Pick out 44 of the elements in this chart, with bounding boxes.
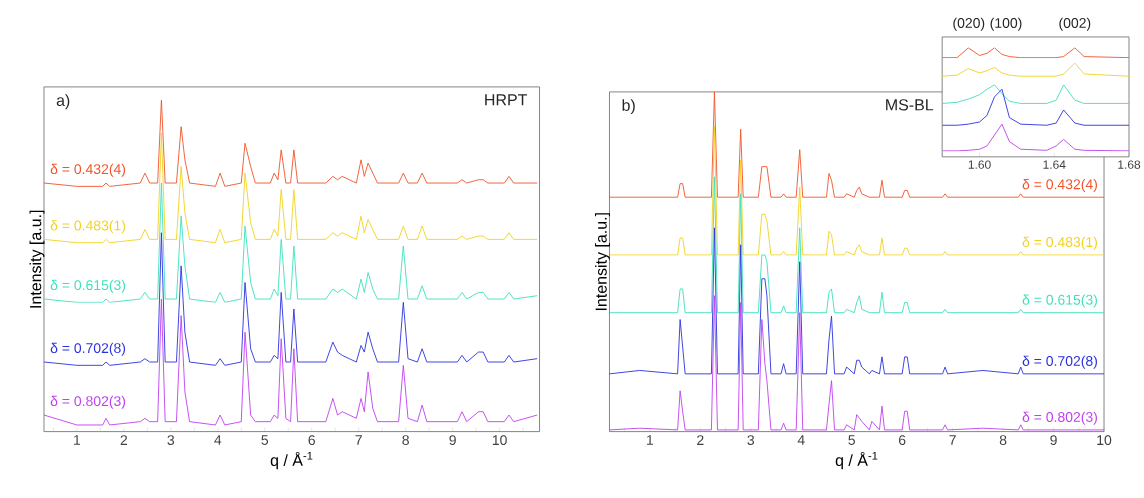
series-label: δ = 0.432(4) <box>50 164 126 178</box>
x-tick-label: 10 <box>492 435 507 446</box>
series-label: δ = 0.702(8) <box>1022 355 1097 369</box>
series-label: δ = 0.615(3) <box>50 280 126 294</box>
y-axis-title: Intensity [a.u.] <box>29 210 45 308</box>
x-tick-label: 1 <box>74 435 81 445</box>
x-tick-label: 4 <box>214 435 222 445</box>
x-axis-title: q / Å$^{-1}$ <box>270 452 313 470</box>
x-tick-label: 7 <box>355 435 362 445</box>
x-tick-label: 1 <box>647 435 654 445</box>
x-tick-label: 7 <box>949 435 956 445</box>
series-label: δ = 0.802(3) <box>50 396 126 410</box>
x-tick-label: 1.60 <box>968 160 991 170</box>
annotation: (002) <box>1059 17 1091 31</box>
x-tick-label: 6 <box>898 435 906 446</box>
x-tick-label: 6 <box>308 435 315 446</box>
x-tick-label: 1.64 <box>1043 160 1066 170</box>
x-tick-label: 5 <box>261 435 269 446</box>
y-axis-title: Intensity [a.u.] <box>595 213 610 311</box>
x-tick-label: 4 <box>797 435 805 445</box>
series-label: δ = 0.615(3) <box>1022 294 1097 308</box>
series-label: δ = 0.483(1) <box>1022 236 1097 250</box>
annotation: HRPT <box>485 94 528 106</box>
series-label: δ = 0.483(1) <box>50 220 126 234</box>
x-tick-label: 2 <box>697 435 704 446</box>
x-tick-label: 5 <box>848 435 855 446</box>
x-tick-label: 10 <box>1097 435 1112 446</box>
series-label: δ = 0.432(4) <box>1022 179 1097 193</box>
x-tick-label: 1.68 <box>1118 160 1141 170</box>
x-tick-label: 9 <box>449 435 456 446</box>
annotation: b) <box>622 99 635 115</box>
x-tick-label: 3 <box>167 435 175 446</box>
annotation: (100) <box>990 17 1022 31</box>
annotation: a) <box>56 94 70 110</box>
x-tick-label: 8 <box>402 435 409 446</box>
x-tick-label: 8 <box>999 435 1007 446</box>
x-tick-label: 3 <box>747 435 755 446</box>
series-label: δ = 0.802(3) <box>1022 411 1097 425</box>
series-label: δ = 0.702(8) <box>50 343 126 357</box>
x-tick-label: 9 <box>1050 435 1057 446</box>
x-tick-label: 2 <box>120 435 128 446</box>
annotation: (020) <box>953 17 985 31</box>
x-axis-title: q / Å$^{-1}$ <box>835 452 878 470</box>
annotation: MS-BL <box>886 99 934 111</box>
